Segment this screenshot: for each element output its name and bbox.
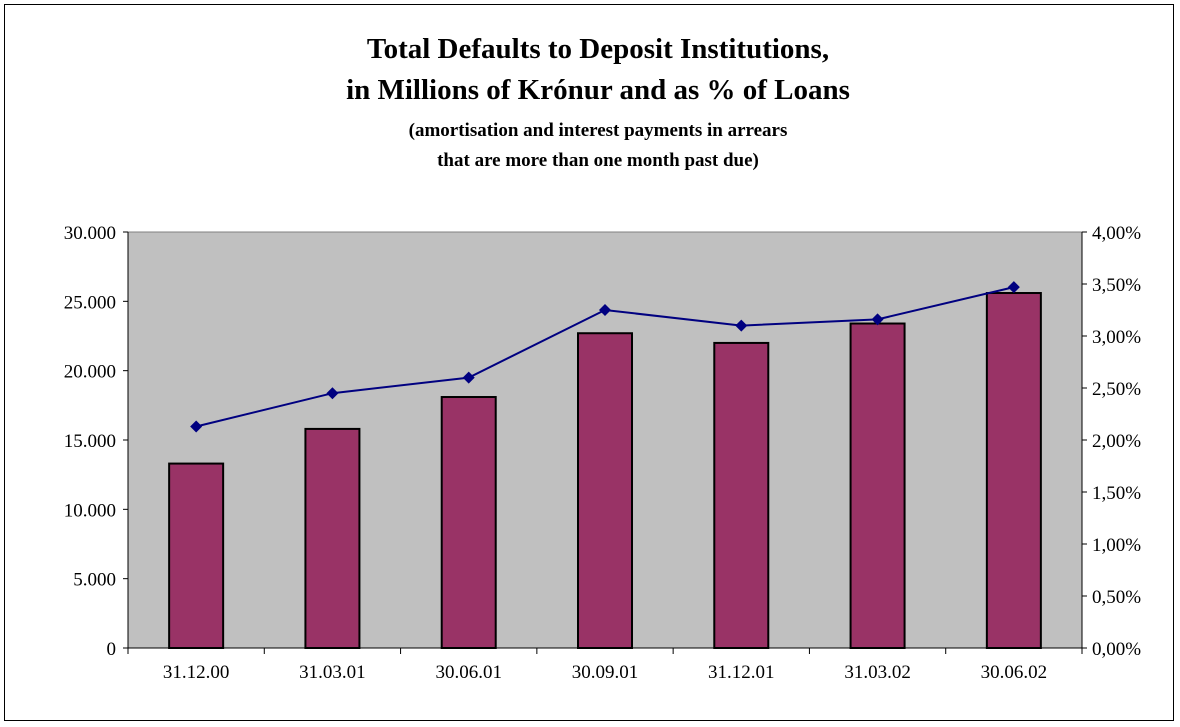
y-left-tick-label: 5.000 <box>73 570 116 591</box>
percent-marker-31.03.02 <box>871 313 884 326</box>
y-right-tick-label: 0,50% <box>1092 587 1141 608</box>
chart-title: Total Defaults to Deposit Institutions, <box>367 33 829 65</box>
bar-30.06.02 <box>985 292 1042 649</box>
y-left-tick-label: 10.000 <box>64 500 116 521</box>
x-tick-label: 30.09.01 <box>572 662 639 683</box>
y-right-tick-label: 1,50% <box>1092 483 1141 504</box>
y-right-tick-label: 1,00% <box>1092 535 1141 556</box>
y-right-tick-label: 3,50% <box>1092 275 1141 296</box>
percent-marker-30.06.02 <box>1007 281 1020 294</box>
x-tick-label: 31.12.00 <box>163 662 230 683</box>
y-left-tick-label: 30.000 <box>64 223 116 244</box>
bar-31.12.01 <box>713 341 770 649</box>
percent-marker-31.12.00 <box>190 420 203 433</box>
x-tick-label: 30.06.01 <box>435 662 502 683</box>
bar-30.09.01 <box>577 332 633 649</box>
chart-title-line2: in Millions of Krónur and as % of Loans <box>346 74 850 106</box>
y-right-tick-label: 2,00% <box>1092 431 1141 452</box>
y-right-tick-label: 0,00% <box>1092 639 1141 660</box>
y-right-tick-label: 2,50% <box>1092 379 1141 400</box>
bar-31.03.02 <box>849 322 906 649</box>
percent-marker-31.03.01 <box>326 387 339 400</box>
x-tick-label: 30.06.02 <box>981 662 1048 683</box>
bar-31.03.01 <box>304 427 361 650</box>
percent-marker-30.06.01 <box>462 371 475 384</box>
y-left-tick-label: 0 <box>107 639 117 660</box>
percent-marker-30.09.01 <box>599 304 611 316</box>
bar-31.12.00 <box>168 462 225 649</box>
chart-subtitle-line2: that are more than one month past due) <box>437 150 759 171</box>
x-tick-label: 31.03.02 <box>844 662 911 683</box>
percent-marker-31.12.01 <box>735 319 748 332</box>
y-left-tick-label: 20.000 <box>64 362 116 383</box>
x-tick-label: 31.12.01 <box>708 662 775 683</box>
x-tick-label: 31.03.01 <box>299 662 366 683</box>
y-left-tick-label: 25.000 <box>64 292 116 313</box>
bar-30.06.01 <box>440 396 497 649</box>
y-left-tick-label: 15.000 <box>64 431 116 452</box>
y-right-tick-label: 3,00% <box>1092 327 1141 348</box>
chart-subtitle: (amortisation and interest payments in a… <box>409 120 788 141</box>
y-right-tick-label: 4,00% <box>1092 223 1141 244</box>
